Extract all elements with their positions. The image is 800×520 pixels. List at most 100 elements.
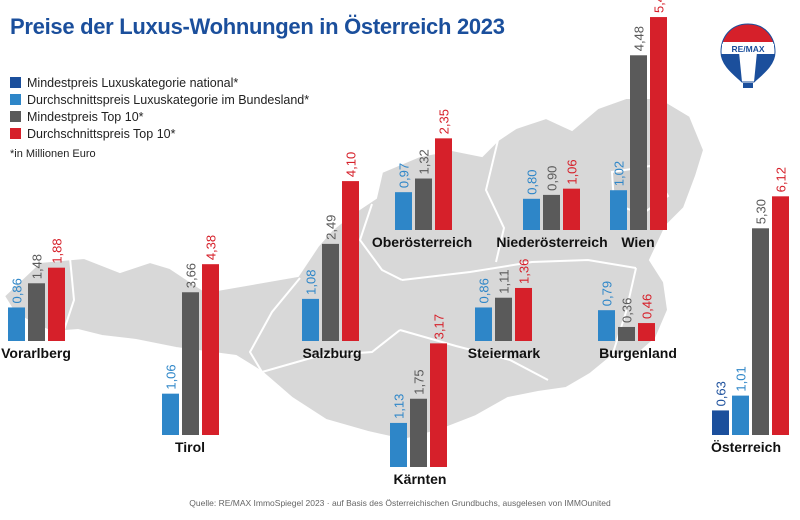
data-label: 2,35 — [437, 109, 452, 134]
balloon-icon — [721, 24, 775, 82]
bar — [543, 194, 560, 230]
data-label: 3,66 — [184, 263, 199, 288]
bar — [630, 55, 647, 230]
region-label: Wien — [621, 234, 654, 250]
legend-swatch — [10, 111, 21, 122]
bar — [495, 297, 512, 341]
region-group: 1,02 4,48 5,46 Wien — [610, 0, 667, 250]
border-tirol-salzburg — [248, 277, 301, 373]
logo-text: RE/MAX — [731, 44, 764, 54]
bar — [618, 326, 635, 341]
bar — [322, 243, 339, 341]
region-group: 0,97 1,32 2,35 Oberösterreich — [372, 109, 472, 250]
bar — [430, 343, 447, 467]
bar — [202, 264, 219, 435]
data-label: 1,75 — [412, 369, 427, 394]
region-label: Burgenland — [599, 345, 677, 361]
data-label: 0,79 — [600, 281, 615, 306]
legend-item: Mindestpreis Luxuskategorie national* — [10, 74, 309, 91]
bar — [475, 307, 492, 341]
bar — [8, 307, 25, 341]
bar — [435, 138, 452, 230]
bar — [732, 395, 749, 435]
legend: Mindestpreis Luxuskategorie national* Du… — [10, 74, 309, 160]
region-group: 0,86 1,11 1,36 Steiermark — [468, 259, 541, 361]
data-label: 1,36 — [517, 259, 532, 284]
region-label: Tirol — [175, 439, 205, 455]
border-ooe-noe — [484, 139, 506, 263]
bar — [395, 192, 412, 230]
bar — [772, 196, 789, 435]
legend-label: Mindestpreis Luxuskategorie national* — [27, 75, 239, 90]
region-group: 0,63 1,01 5,30 6,12 Österreich — [711, 167, 789, 455]
bar — [162, 393, 179, 435]
data-label: 3,17 — [432, 314, 447, 339]
data-label: 4,48 — [632, 26, 647, 51]
region-group: 0,80 0,90 1,06 Niederösterreich — [496, 159, 607, 250]
data-label: 0,97 — [397, 163, 412, 188]
region-label: Salzburg — [302, 345, 361, 361]
bar — [390, 422, 407, 467]
border-kaernten-steiermark — [399, 329, 549, 381]
data-label: 0,86 — [477, 278, 492, 303]
region-label: Kärnten — [394, 471, 447, 487]
data-label: 2,49 — [324, 215, 339, 240]
bar — [415, 178, 432, 230]
border-steiermark — [401, 258, 637, 281]
data-label: 1,06 — [565, 159, 580, 184]
data-label: 4,38 — [204, 235, 219, 260]
state-borders — [63, 139, 637, 381]
data-label: 0,90 — [545, 166, 560, 191]
data-label: 1,48 — [30, 254, 45, 279]
legend-label: Durchschnittspreis Top 10* — [27, 126, 176, 141]
region-label: Steiermark — [468, 345, 541, 361]
legend-swatch — [10, 77, 21, 88]
unit-note: *in Millionen Euro — [10, 148, 96, 160]
bar — [48, 267, 65, 341]
data-label: 0,80 — [525, 169, 540, 194]
region-group: 1,06 3,66 4,38 Tirol — [162, 235, 219, 455]
legend-item: Durchschnittspreis Top 10* — [10, 125, 309, 142]
bar — [563, 188, 580, 230]
data-label: 0,36 — [620, 298, 635, 323]
bar — [302, 298, 319, 341]
region-label: Niederösterreich — [496, 234, 607, 250]
legend-swatch — [10, 94, 21, 105]
bar — [182, 292, 199, 435]
legend-label: Durchschnittspreis Luxuskategorie im Bun… — [27, 92, 310, 107]
bar — [515, 287, 532, 341]
border-salzburg-ooe — [358, 203, 403, 281]
data-label: 1,13 — [392, 394, 407, 419]
data-label: 1,01 — [734, 366, 749, 391]
border-vorarlberg-tirol — [63, 257, 76, 331]
border-burgenland — [611, 267, 637, 357]
region-group: 1,13 1,75 3,17 Kärnten — [390, 314, 447, 487]
legend-swatch — [10, 128, 21, 139]
data-label: 5,30 — [754, 199, 769, 224]
data-label: 4,10 — [344, 152, 359, 177]
region-group: 0,86 1,48 1,88 Vorarlberg — [1, 238, 71, 361]
border-salzburg-kaernten — [261, 329, 401, 373]
region-label: Vorarlberg — [1, 345, 71, 361]
bar — [598, 310, 615, 341]
bar — [610, 190, 627, 230]
data-label: 1,11 — [497, 269, 512, 293]
data-label: 1,06 — [164, 364, 179, 389]
remax-logo: RE/MAX — [718, 20, 778, 90]
region-label: Österreich — [711, 439, 781, 455]
data-label: 0,63 — [714, 381, 729, 406]
region-group: 1,08 2,49 4,10 Salzburg — [302, 152, 362, 361]
region-group: 0,79 0,36 0,46 Burgenland — [598, 281, 677, 361]
data-label: 1,32 — [417, 149, 432, 174]
legend-item: Mindestpreis Top 10* — [10, 108, 309, 125]
legend-label: Mindestpreis Top 10* — [27, 109, 144, 124]
bar — [712, 410, 729, 435]
data-label: 1,02 — [612, 161, 627, 186]
data-label: 0,86 — [10, 278, 25, 303]
source-note: Quelle: RE/MAX ImmoSpiegel 2023 · auf Ba… — [189, 498, 611, 508]
data-label: 0,46 — [640, 294, 655, 319]
data-label: 5,46 — [652, 0, 667, 13]
legend-item: Durchschnittspreis Luxuskategorie im Bun… — [10, 91, 309, 108]
bar — [650, 17, 667, 231]
